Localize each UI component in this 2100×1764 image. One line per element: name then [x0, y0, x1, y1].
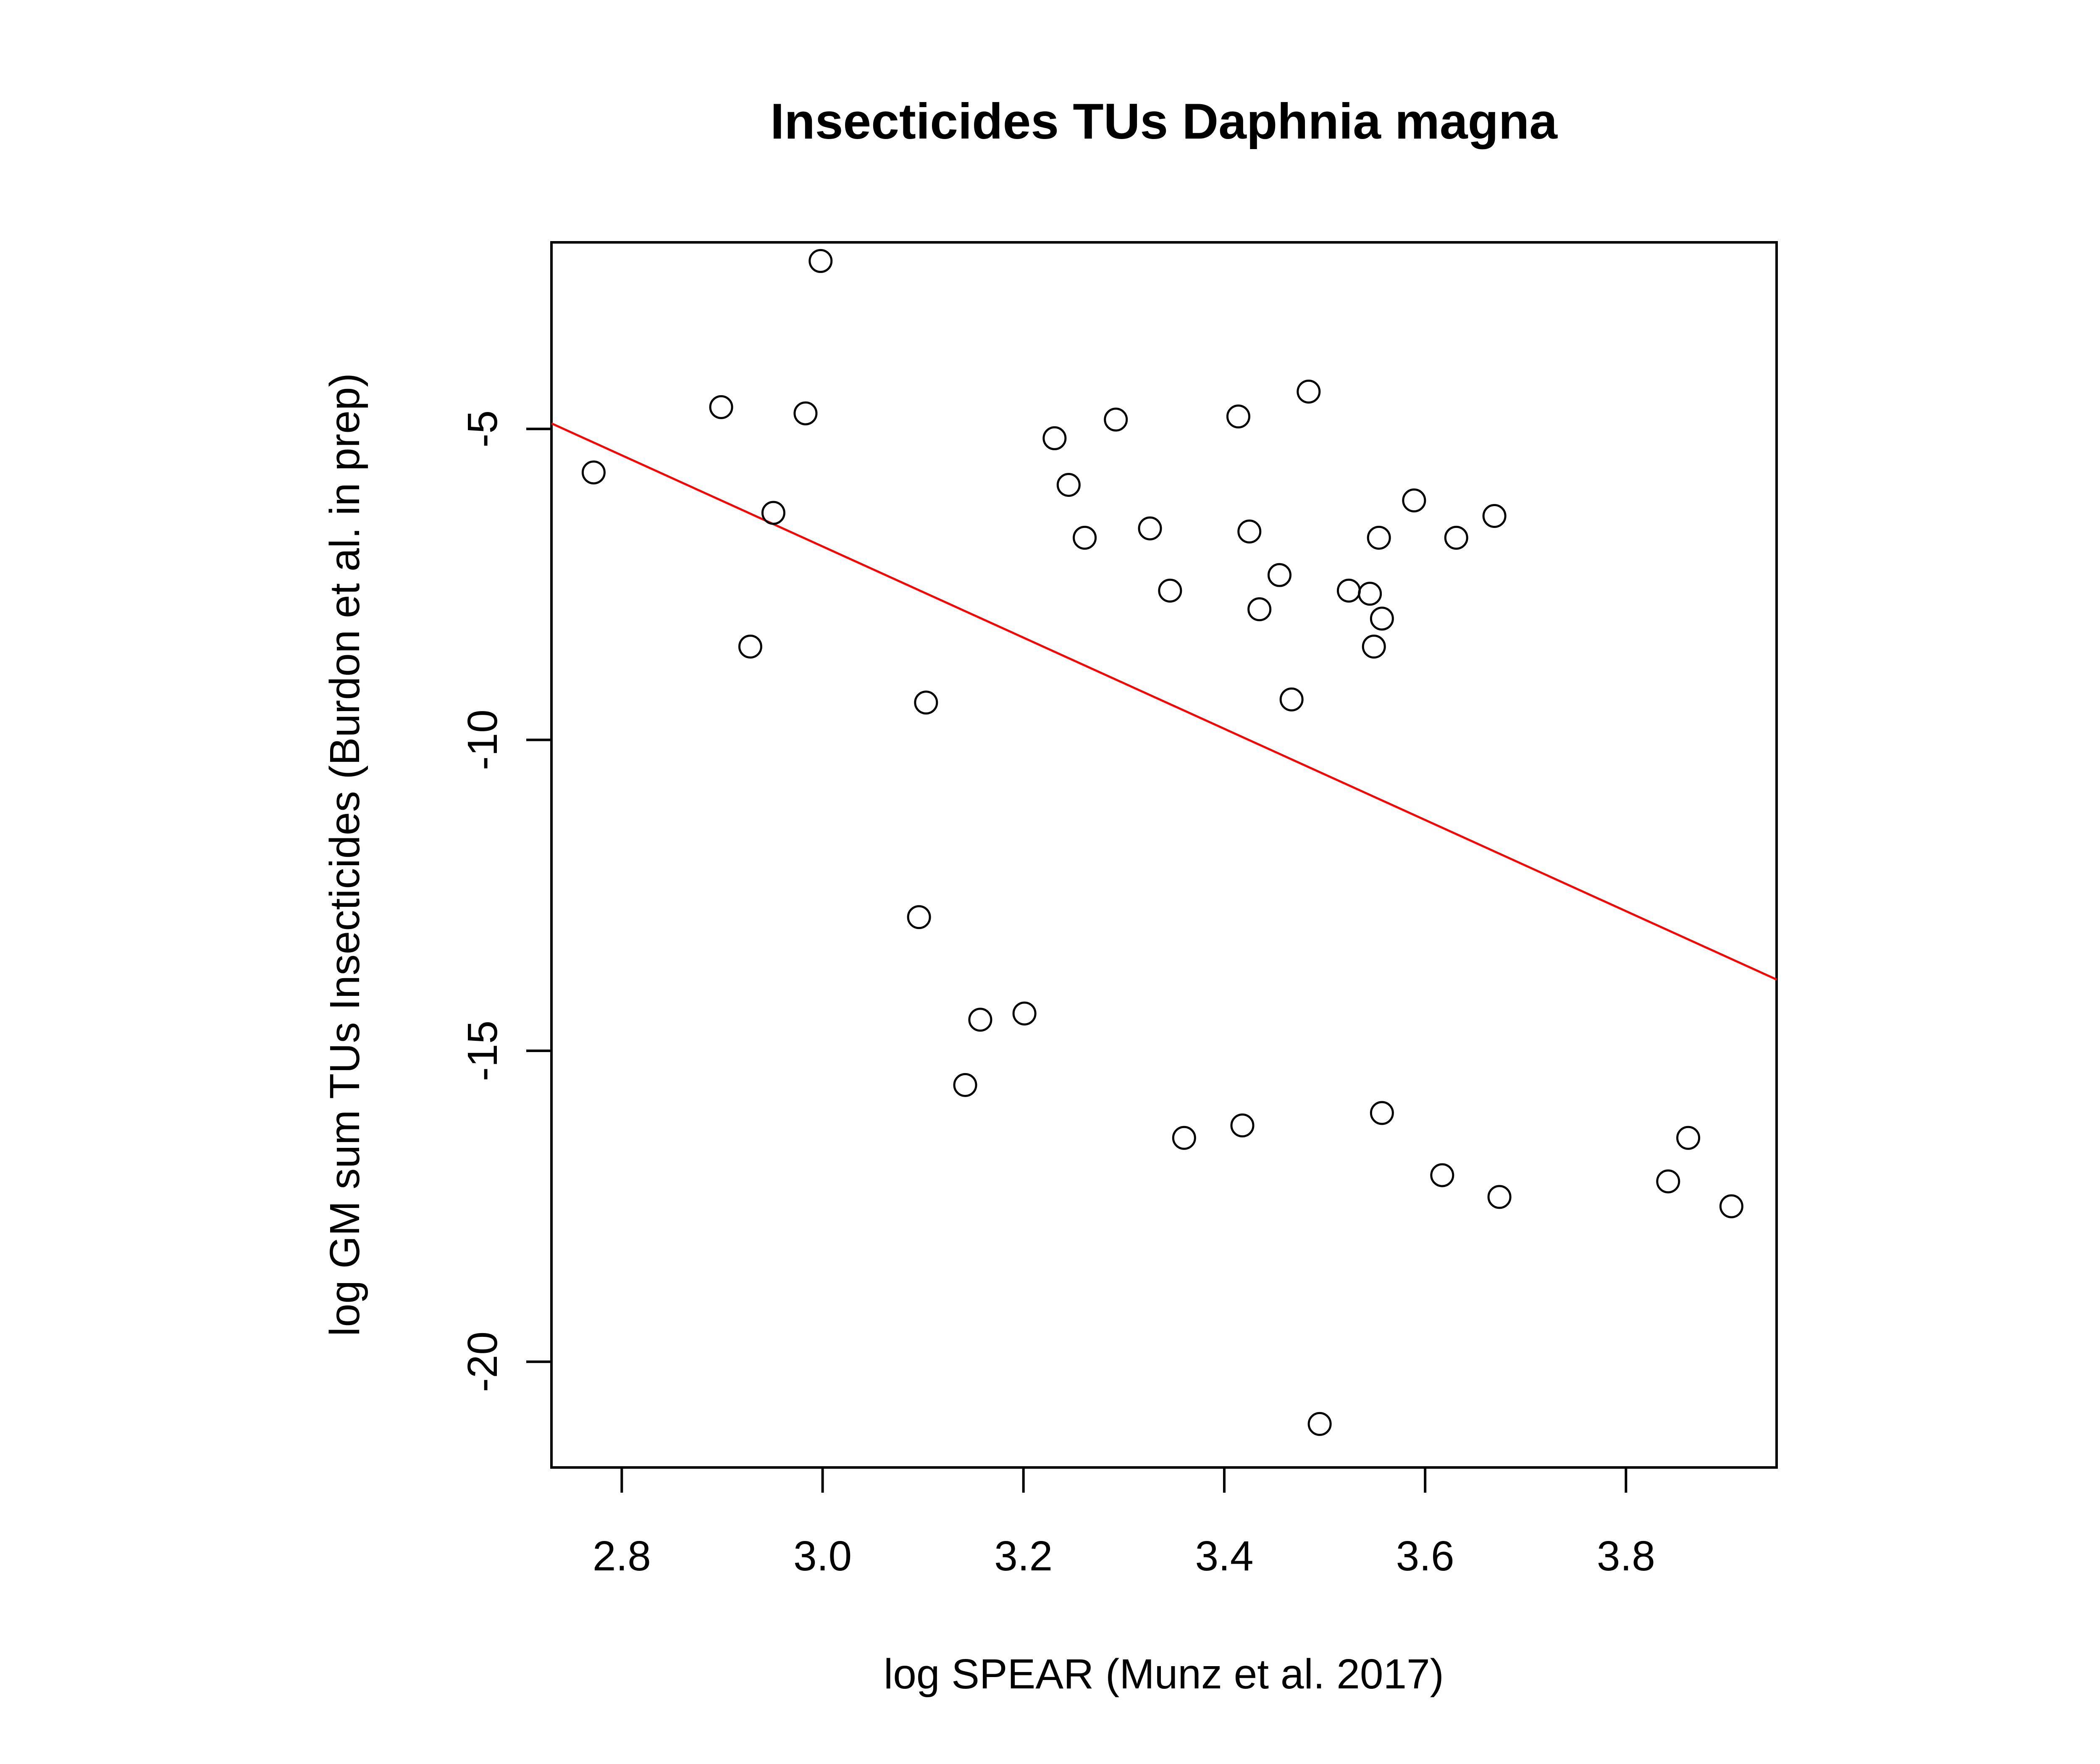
points-layer: [581, 249, 1743, 1436]
data-point: [953, 1073, 977, 1097]
x-tick-label: 3.8: [1597, 1533, 1655, 1580]
data-point: [1336, 578, 1361, 603]
fit-line-layer: [551, 422, 1777, 981]
data-point: [1267, 563, 1292, 587]
data-point: [1370, 1101, 1394, 1125]
data-point: [1444, 525, 1468, 550]
data-point: [1487, 1185, 1512, 1209]
plot-frame: [550, 241, 1778, 1469]
y-tick-label: -5: [459, 410, 506, 448]
data-point: [1719, 1194, 1743, 1218]
data-point: [1237, 520, 1262, 544]
regression-line: [551, 422, 1777, 981]
data-point: [1172, 1126, 1196, 1150]
y-tick-label: -20: [459, 1331, 506, 1392]
data-point: [1226, 404, 1250, 429]
x-tick-label: 3.2: [994, 1533, 1053, 1580]
data-point: [1138, 516, 1162, 541]
x-tick-label: 3.0: [793, 1533, 852, 1580]
data-point: [1307, 1412, 1332, 1436]
data-point: [1656, 1169, 1680, 1194]
data-point: [1104, 407, 1128, 432]
chart-title: Insecticides TUs Daphnia magna: [770, 93, 1558, 150]
data-point: [1430, 1163, 1454, 1187]
data-point: [1358, 582, 1382, 606]
data-point: [1370, 606, 1394, 631]
data-point: [1056, 472, 1081, 497]
x-tick-label: 2.8: [593, 1533, 651, 1580]
data-point: [907, 905, 931, 929]
data-point: [914, 690, 938, 715]
data-point: [761, 501, 785, 525]
data-point: [738, 634, 762, 659]
x-tick-label: 3.4: [1195, 1533, 1253, 1580]
y-tick-label: -15: [459, 1021, 506, 1082]
data-point: [968, 1008, 992, 1032]
data-point: [1042, 426, 1067, 450]
data-point: [1247, 597, 1272, 622]
data-point: [1402, 488, 1426, 512]
data-point: [709, 395, 733, 419]
data-point: [1482, 504, 1507, 528]
data-point: [1676, 1126, 1701, 1150]
data-point: [1279, 687, 1304, 711]
data-point: [1158, 578, 1182, 603]
data-point: [1362, 634, 1386, 659]
data-point: [1073, 525, 1097, 550]
x-tick-label: 3.6: [1396, 1533, 1454, 1580]
data-point: [808, 249, 833, 273]
x-axis-label: log SPEAR (Munz et al. 2017): [884, 1651, 1444, 1698]
y-axis: -20 -15 -10 -5: [459, 410, 553, 1392]
data-point: [1012, 1001, 1037, 1026]
data-point: [581, 460, 606, 485]
y-tick-label: -10: [459, 709, 506, 770]
data-point: [1367, 525, 1391, 550]
y-axis-label: log GM sum TUs Insecticides (Burdon et a…: [321, 373, 368, 1336]
x-axis: 2.8 3.0 3.2 3.4 3.6 3.8: [593, 1466, 1655, 1580]
data-point: [793, 401, 818, 425]
data-point: [1230, 1113, 1255, 1138]
data-point: [1297, 379, 1321, 404]
